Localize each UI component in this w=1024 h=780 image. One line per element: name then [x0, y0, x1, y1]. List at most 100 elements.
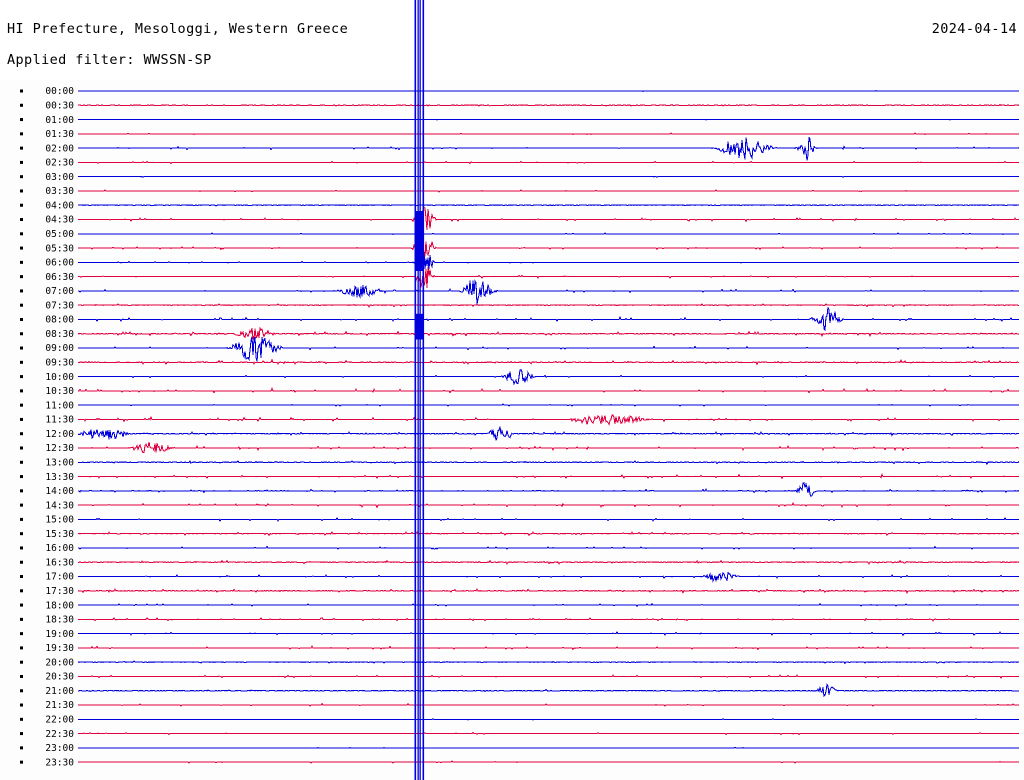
axis-tick: [20, 289, 23, 293]
time-tick-label: 13:00: [45, 457, 74, 468]
time-tick-label: 02:00: [45, 143, 74, 154]
axis-tick: [20, 560, 23, 564]
axis-tick: [20, 260, 23, 264]
time-tick-label: 19:30: [45, 643, 74, 654]
axis-tick: [20, 517, 23, 521]
time-tick-label: 15:00: [45, 515, 74, 526]
seismic-trace: [77, 160, 1019, 165]
time-tick-label: 13:30: [45, 472, 74, 483]
time-tick-label: 12:30: [45, 443, 74, 454]
clipped-event-header-overflow: [414, 0, 425, 80]
helicorder-canvas: 00:00 00:30 01:00 01:30 02:00 02:30 03:00 03:30…: [0, 80, 1024, 780]
time-tick-label: 16:30: [45, 557, 74, 568]
seismic-trace: [77, 617, 1020, 622]
axis-tick: [20, 575, 23, 579]
time-tick-label: 01:00: [45, 115, 74, 126]
seismic-trace: [77, 702, 1019, 707]
seismic-trace: [77, 441, 1020, 454]
axis-tick: [20, 632, 23, 636]
seismic-trace: [77, 460, 1020, 466]
seismic-trace: [78, 132, 1020, 136]
time-tick-label: 19:00: [45, 629, 74, 640]
seismic-trace: [78, 205, 1020, 231]
time-tick-label: 11:00: [45, 400, 74, 411]
seismic-trace: [77, 530, 1020, 537]
axis-tick: [20, 360, 23, 364]
record-date: 2024-04-14: [931, 21, 1017, 37]
axis-tick: [20, 475, 23, 479]
time-tick-label: 22:00: [45, 715, 74, 726]
axis-tick: [20, 660, 23, 664]
seismic-trace: [77, 731, 1020, 736]
axis-tick: [20, 717, 23, 721]
axis-tick: [20, 89, 23, 93]
time-tick-label: 00:30: [45, 100, 74, 111]
seismic-trace: [77, 403, 1019, 407]
axis-tick: [20, 546, 23, 550]
seismic-trace: [78, 718, 1020, 721]
seismic-trace: [77, 387, 1020, 394]
time-tick-label: 06:30: [45, 272, 74, 283]
seismic-trace: [77, 426, 1019, 441]
time-tick-label: 04:00: [45, 200, 74, 211]
seismic-trace: [78, 545, 1020, 551]
time-tick-label: 17:00: [45, 572, 74, 583]
seismic-trace: [77, 236, 1020, 267]
seismic-trace: [77, 502, 1020, 509]
axis-tick: [20, 617, 23, 621]
axis-tick: [20, 403, 23, 407]
axis-tick: [20, 417, 23, 421]
axis-tick: [20, 146, 23, 150]
seismic-trace: [77, 326, 1020, 340]
axis-tick: [20, 232, 23, 236]
seismic-trace: [77, 660, 1020, 665]
axis-tick: [20, 332, 23, 336]
time-tick-label: 03:00: [45, 172, 74, 183]
seismic-trace: [77, 571, 1019, 583]
axis-tick: [20, 303, 23, 307]
time-tick-label: 21:00: [45, 686, 74, 697]
time-tick-label: 16:00: [45, 543, 74, 554]
axis-tick: [20, 103, 23, 107]
axis-tick: [20, 317, 23, 321]
seismic-trace: [78, 644, 1020, 651]
seismic-trace: [77, 279, 1020, 305]
axis-tick: [20, 132, 23, 136]
time-tick-label: 12:00: [45, 429, 74, 440]
time-tick-label: 05:30: [45, 243, 74, 254]
clipped-event-marker: [414, 80, 425, 780]
axis-tick: [20, 389, 23, 393]
axis-tick: [20, 589, 23, 593]
seismic-trace: [78, 250, 1019, 271]
time-tick-label: 22:30: [45, 729, 74, 740]
time-tick-label: 18:30: [45, 615, 74, 626]
seismic-trace: [78, 175, 1019, 178]
seismic-trace: [78, 204, 1019, 207]
time-tick-label: 07:00: [45, 286, 74, 297]
time-tick-label: 04:30: [45, 215, 74, 226]
time-tick-label: 14:30: [45, 500, 74, 511]
seismic-trace: [78, 683, 1019, 698]
axis-tick: [20, 489, 23, 493]
time-tick-label: 09:00: [45, 343, 74, 354]
seismic-trace: [78, 674, 1020, 680]
time-tick-label: 20:00: [45, 657, 74, 668]
axis-tick: [20, 603, 23, 607]
axis-tick: [20, 246, 23, 250]
seismic-trace: [78, 630, 1019, 637]
time-tick-label: 11:30: [45, 415, 74, 426]
helicorder-plot: 00:00 00:30 01:00 01:30 02:00 02:30 03:00 03:30…: [0, 80, 1024, 780]
seismic-trace: [77, 414, 1019, 426]
axis-tick: [20, 118, 23, 122]
axis-tick: [20, 760, 23, 764]
plot-background: [0, 80, 1024, 780]
axis-tick: [20, 460, 23, 464]
time-tick-label: 07:30: [45, 300, 74, 311]
seismic-trace: [77, 517, 1020, 522]
axis-tick: [20, 218, 23, 222]
seismic-trace: [78, 189, 1019, 193]
axis-tick: [20, 689, 23, 693]
axis-tick: [20, 503, 23, 507]
axis-tick: [20, 189, 23, 193]
